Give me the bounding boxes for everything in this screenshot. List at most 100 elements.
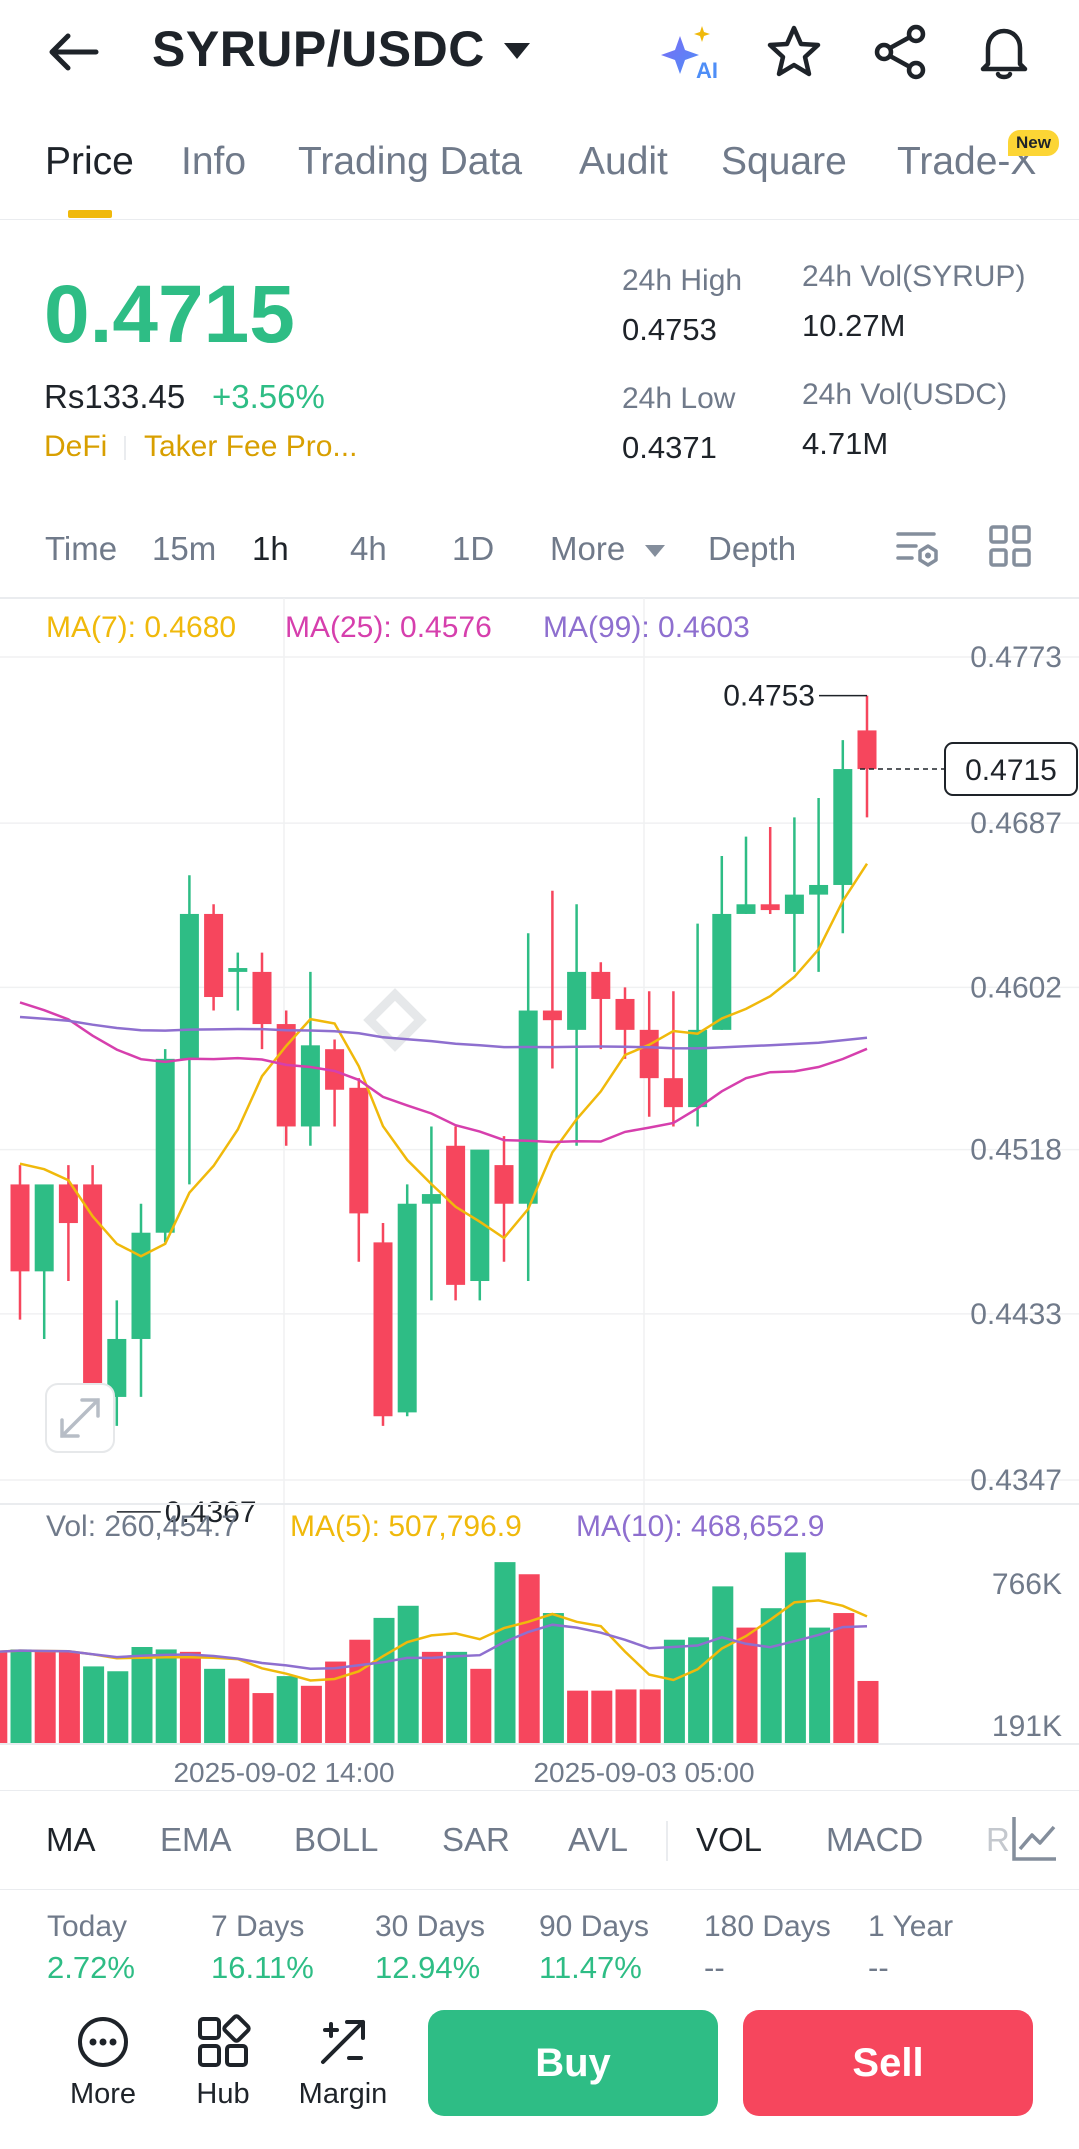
chevron-down-icon[interactable] bbox=[502, 40, 532, 62]
fee-promo-tag[interactable]: Taker Fee Pro... bbox=[144, 430, 358, 463]
candle-body bbox=[736, 904, 756, 914]
volume-bar bbox=[760, 1608, 782, 1744]
hub-grid-icon bbox=[198, 2014, 251, 2067]
chart-settings-icon[interactable] bbox=[894, 524, 942, 572]
price-change-percent: +3.56% bbox=[212, 378, 325, 415]
volume-bar bbox=[397, 1605, 419, 1744]
more-caret-icon[interactable] bbox=[644, 544, 666, 558]
candle-body bbox=[494, 1165, 514, 1204]
tab-trading-data[interactable]: Trading Data bbox=[298, 140, 523, 183]
candle-body bbox=[688, 1029, 708, 1108]
indicator-sar[interactable]: SAR bbox=[442, 1821, 510, 1858]
more-button[interactable]: More bbox=[48, 2014, 158, 2134]
pair-title[interactable]: SYRUP/USDC bbox=[152, 21, 485, 77]
share-icon[interactable] bbox=[870, 22, 930, 82]
indicator-settings-icon[interactable] bbox=[1010, 1813, 1060, 1863]
volume-bar bbox=[567, 1690, 589, 1744]
volume-ma10-label: MA(10): 468,652.9 bbox=[576, 1510, 824, 1543]
candle-body bbox=[300, 1045, 320, 1127]
back-arrow-icon[interactable] bbox=[44, 28, 100, 76]
interval-1h[interactable]: 1h bbox=[252, 530, 289, 567]
favorite-star-icon[interactable] bbox=[764, 22, 824, 82]
candle-body bbox=[204, 913, 224, 998]
indicator-boll[interactable]: BOLL bbox=[294, 1821, 379, 1858]
indicator-macd[interactable]: MACD bbox=[826, 1821, 924, 1858]
ai-sparkle-icon[interactable]: AI bbox=[660, 22, 730, 82]
indicator-ema[interactable]: EMA bbox=[160, 1821, 232, 1858]
current-price-label: 0.4715 bbox=[965, 754, 1057, 787]
ma99-label: MA(99): 0.4603 bbox=[543, 611, 750, 644]
price-axis-label: 0.4347 bbox=[970, 1464, 1062, 1497]
candle-body bbox=[663, 1078, 683, 1108]
tab-audit[interactable]: Audit bbox=[579, 140, 668, 183]
candle-body bbox=[325, 1049, 345, 1090]
buy-button[interactable]: Buy bbox=[428, 2010, 718, 2116]
margin-button[interactable]: Margin bbox=[288, 2014, 398, 2134]
candle-body bbox=[421, 1194, 441, 1204]
volume-bar bbox=[131, 1647, 153, 1744]
hub-button[interactable]: Hub bbox=[168, 2014, 278, 2134]
candle-body bbox=[228, 968, 248, 972]
volume-bar bbox=[0, 1651, 8, 1744]
volume-bar bbox=[688, 1637, 710, 1744]
candle-body bbox=[107, 1338, 127, 1397]
tab-price[interactable]: Price bbox=[45, 140, 134, 183]
expand-chart-icon[interactable] bbox=[45, 1383, 115, 1453]
ma7-line bbox=[19, 863, 869, 1258]
volume-bar bbox=[373, 1617, 395, 1744]
perf-30d-label: 30 Days bbox=[375, 1910, 486, 1943]
volume-bar bbox=[300, 1685, 322, 1744]
price-chart[interactable]: 0.4773 0.4687 0.4602 0.4518 0.4433 0.4347 MA(… bbox=[0, 596, 1079, 1796]
volume-bar bbox=[663, 1639, 685, 1744]
candle-body bbox=[470, 1149, 490, 1282]
perf-today-label: Today bbox=[47, 1910, 128, 1943]
volume-bars bbox=[0, 1552, 879, 1744]
candle-body bbox=[518, 1010, 538, 1204]
candle-body bbox=[58, 1184, 78, 1224]
header: SYRUP/USDC AI bbox=[0, 0, 1079, 110]
depth-tab[interactable]: Depth bbox=[708, 530, 797, 567]
perf-7d-value: 16.11% bbox=[211, 1950, 314, 1985]
volume-bar bbox=[252, 1693, 274, 1744]
perf-1y-label: 1 Year bbox=[868, 1910, 954, 1943]
volume-bar bbox=[179, 1651, 201, 1744]
indicator-ma[interactable]: MA bbox=[46, 1821, 96, 1858]
interval-4h[interactable]: 4h bbox=[350, 530, 387, 567]
interval-15m[interactable]: 15m bbox=[152, 530, 217, 567]
indicator-rsi[interactable]: R bbox=[986, 1821, 1010, 1858]
interval-time[interactable]: Time bbox=[45, 530, 118, 567]
high-low-markers: 0.4753 0.4367 bbox=[116, 680, 867, 1529]
candle-body bbox=[446, 1145, 466, 1285]
volume-bar bbox=[276, 1676, 298, 1744]
x-axis-label-1: 2025-09-02 14:00 bbox=[173, 1757, 394, 1788]
category-tag[interactable]: DeFi bbox=[44, 430, 108, 463]
layout-grid-icon[interactable] bbox=[988, 524, 1032, 568]
tab-square[interactable]: Square bbox=[721, 140, 847, 183]
candle-body bbox=[179, 913, 199, 1059]
candle-body bbox=[591, 971, 611, 999]
price-axis: 0.4773 0.4687 0.4602 0.4518 0.4433 0.4347 bbox=[970, 641, 1062, 1497]
volume-bar bbox=[107, 1671, 129, 1744]
volume-bar bbox=[10, 1649, 32, 1744]
price-axis-label: 0.4602 bbox=[970, 971, 1062, 1004]
candle-body bbox=[712, 913, 732, 1030]
margin-icon bbox=[321, 2020, 365, 2064]
indicator-vol[interactable]: VOL bbox=[696, 1821, 763, 1858]
sell-button[interactable]: Sell bbox=[743, 2010, 1033, 2116]
notification-bell-icon[interactable] bbox=[974, 20, 1034, 82]
indicator-avl[interactable]: AVL bbox=[568, 1821, 628, 1858]
margin-label: Margin bbox=[298, 2078, 388, 2110]
candle-body bbox=[10, 1184, 30, 1272]
more-dots-icon bbox=[78, 2017, 128, 2067]
high-marker-label: 0.4753 bbox=[723, 680, 815, 713]
ma99-line bbox=[19, 1015, 868, 1050]
candle-body bbox=[809, 884, 829, 895]
interval-1d[interactable]: 1D bbox=[452, 530, 495, 567]
low-marker-label: 0.4367 bbox=[165, 1496, 257, 1529]
candle-body bbox=[567, 971, 587, 1030]
low-24h-value: 0.4371 bbox=[622, 430, 717, 465]
interval-more[interactable]: More bbox=[550, 530, 626, 567]
candle-body bbox=[131, 1232, 151, 1339]
tab-info[interactable]: Info bbox=[181, 140, 247, 183]
perf-30d-value: 12.94% bbox=[375, 1950, 481, 1985]
